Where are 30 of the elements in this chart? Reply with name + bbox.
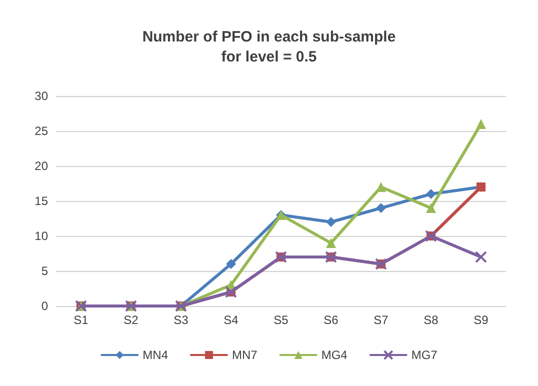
legend-label: MN7 — [232, 348, 258, 362]
y-tick-label: 20 — [34, 159, 48, 173]
y-tick-label: 15 — [34, 194, 48, 208]
y-tick-label: 25 — [34, 124, 48, 138]
point — [326, 238, 336, 248]
x-tick-label: S9 — [474, 313, 489, 327]
point — [226, 259, 236, 269]
chart-title: Number of PFO in each sub-sample for level = 0.5 — [142, 28, 396, 66]
y-tick-label: 0 — [41, 299, 48, 313]
x-tick-label: S5 — [274, 313, 289, 327]
y-tick-label: 30 — [34, 89, 48, 103]
point — [426, 203, 436, 213]
y-tick-label: 10 — [34, 229, 48, 243]
point — [376, 203, 386, 213]
x-tick-label: S1 — [74, 313, 89, 327]
point — [426, 189, 436, 199]
legend-label: MG4 — [321, 348, 348, 362]
x-tick-label: S6 — [324, 313, 339, 327]
y-tick-label: 5 — [41, 264, 48, 278]
legend-label: MG7 — [411, 348, 438, 362]
point — [326, 217, 336, 227]
point — [475, 251, 487, 263]
x-tick-label: S3 — [174, 313, 189, 327]
point — [376, 182, 386, 192]
x-tick-label: S7 — [374, 313, 389, 327]
x-tick-label: S8 — [424, 313, 439, 327]
x-tick-label: S2 — [124, 313, 139, 327]
point — [476, 119, 486, 129]
legend-label: MN4 — [142, 348, 168, 362]
x-tick-label: S4 — [224, 313, 239, 327]
